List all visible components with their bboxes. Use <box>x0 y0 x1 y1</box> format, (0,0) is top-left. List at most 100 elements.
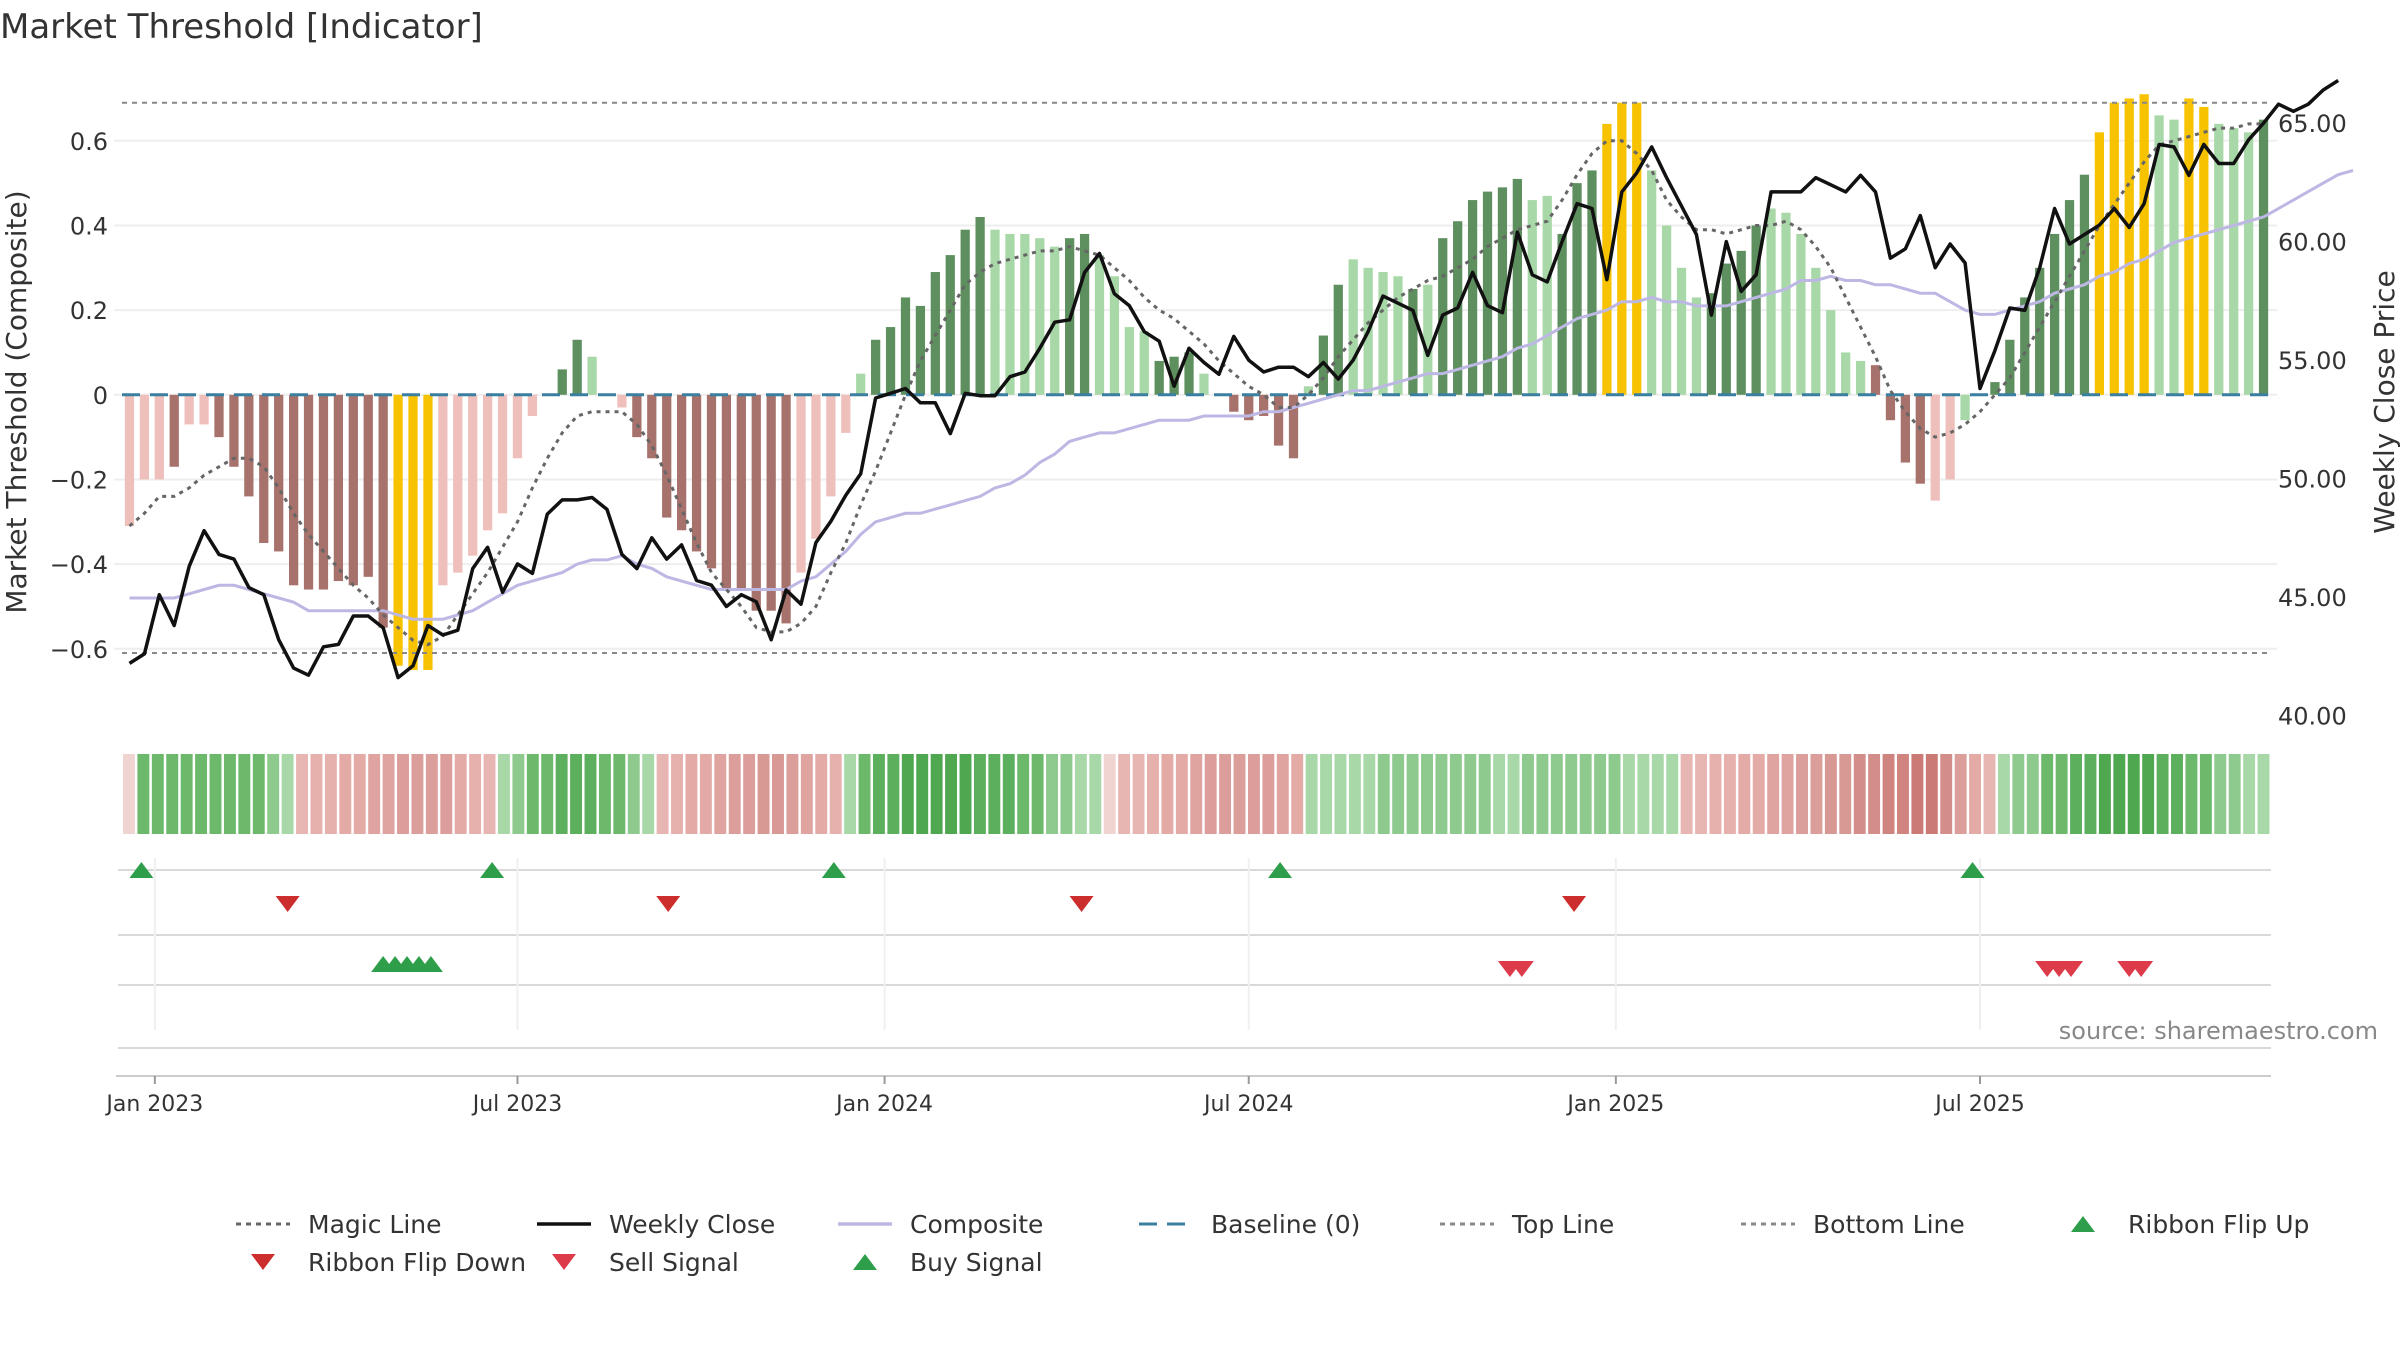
composite-bar <box>468 394 478 556</box>
ribbon-cell <box>2257 754 2270 834</box>
composite-bar <box>677 394 687 531</box>
ribbon-flip-down-marker <box>1562 896 1587 912</box>
composite-bar <box>2049 233 2060 395</box>
ribbon-cell <box>1247 754 1260 834</box>
ribbon-cell <box>2026 754 2039 834</box>
ribbon-cell <box>1723 754 1736 834</box>
x-tick-label: Jan 2025 <box>1565 1092 1664 1117</box>
ribbon-cell <box>786 754 799 834</box>
composite-bar <box>1303 386 1314 395</box>
composite-bar <box>1139 331 1149 395</box>
x-tick-label: Jan 2023 <box>104 1092 203 1117</box>
composite-bar <box>1333 284 1343 395</box>
ribbon-cell <box>815 754 828 834</box>
composite-bar <box>154 394 164 480</box>
sell-signal-marker <box>1509 961 1534 977</box>
composite-bar <box>1527 200 1537 395</box>
ribbon-cell <box>2098 754 2111 834</box>
composite-bar <box>2094 132 2105 395</box>
left-axis: 0.6 0.4 0.2 0 −0.2 −0.4 −0.6 <box>50 128 108 664</box>
composite-bar <box>900 297 911 395</box>
ribbon-cell <box>1738 754 1751 834</box>
ribbon-cell <box>497 754 510 834</box>
legend-label: Sell Signal <box>609 1248 739 1277</box>
source-note: source: sharemaestro.com <box>2059 1017 2378 1045</box>
composite-bar <box>288 394 299 586</box>
ribbon-cell <box>1608 754 1621 834</box>
ribbon-cell <box>2199 754 2212 834</box>
composite-bar <box>1930 394 1940 501</box>
composite-bar <box>617 394 627 408</box>
ribbon-cell <box>180 754 193 834</box>
ribbon-cell <box>1882 754 1895 834</box>
composite-bar <box>1796 233 1806 395</box>
ribbon-cell <box>699 754 712 834</box>
ribbon-cell <box>2228 754 2241 834</box>
y-tick-right: 65.00 <box>2278 110 2347 138</box>
composite-bar <box>1811 267 1821 395</box>
chart-title: Market Threshold [Indicator] <box>0 7 483 47</box>
ribbon-cell <box>425 754 438 834</box>
ribbon-cell <box>1175 754 1188 834</box>
ribbon-cell <box>1680 754 1693 834</box>
y-tick-right: 55.00 <box>2278 347 2347 375</box>
legend-swatch <box>853 1254 877 1270</box>
ribbon-cell <box>2127 754 2140 834</box>
composite-bar <box>363 394 373 577</box>
x-tick-label: Jan 2024 <box>834 1092 933 1117</box>
y-tick-right: 50.00 <box>2278 466 2347 494</box>
ribbon-cell <box>1940 754 1953 834</box>
composite-bar <box>1229 394 1239 412</box>
ribbon-cell <box>353 754 366 834</box>
composite-bar <box>1960 394 1970 421</box>
x-tick-label: Jul 2024 <box>1202 1092 1294 1117</box>
y-axis-label-left: Market Threshold (Composite) <box>0 190 33 613</box>
ribbon-cell <box>2171 754 2183 834</box>
ribbon-cell <box>440 754 453 834</box>
composite-bar <box>781 394 791 624</box>
composite-bar <box>1826 310 1836 395</box>
ribbon-cell <box>1796 754 1808 834</box>
ribbon-cell <box>1522 754 1534 834</box>
ribbon-cell <box>238 754 251 834</box>
ribbon-cell <box>1637 754 1650 834</box>
composite-bar <box>1512 178 1522 395</box>
composite-bar <box>1855 360 1866 395</box>
ribbon-cell <box>1767 754 1780 834</box>
composite-bar <box>945 255 955 395</box>
y-tick-left: 0.4 <box>70 212 108 240</box>
composite-bar <box>1094 255 1105 395</box>
composite-bar <box>1542 195 1552 395</box>
ribbon-cell <box>1550 754 1563 834</box>
ribbon-cell <box>1897 754 1909 834</box>
composite-bar <box>1691 297 1702 395</box>
ribbon-cell <box>1118 754 1131 834</box>
ribbon-cell <box>454 754 467 834</box>
ribbon-cell <box>642 754 655 834</box>
legend-label: Top Line <box>1511 1210 1614 1239</box>
ribbon-cell <box>1997 754 2010 834</box>
composite-bar <box>2154 115 2164 395</box>
composite-bar <box>393 394 403 666</box>
ribbon-cell <box>2084 754 2097 834</box>
magic-line <box>128 122 2264 647</box>
composite-bar <box>408 394 418 670</box>
ribbon-cell <box>483 754 496 834</box>
ribbon-cell <box>714 754 727 834</box>
composite-bar <box>766 394 776 611</box>
ribbon-cell <box>1334 754 1347 834</box>
composite-bar <box>139 394 150 480</box>
y-tick-right: 45.00 <box>2278 584 2347 612</box>
ribbon-cell <box>1810 754 1823 834</box>
ribbon-cell <box>988 754 1001 834</box>
composite-bar <box>885 327 896 395</box>
composite-bar <box>1154 360 1164 395</box>
legend-label: Ribbon Flip Down <box>308 1248 526 1277</box>
ribbon-cell <box>1493 754 1506 834</box>
ribbon-cell <box>930 754 943 834</box>
composite-bar <box>1497 187 1508 395</box>
ribbon-cell <box>368 754 381 834</box>
ribbon-cell <box>1392 754 1405 834</box>
ribbon-cell <box>1695 754 1708 834</box>
